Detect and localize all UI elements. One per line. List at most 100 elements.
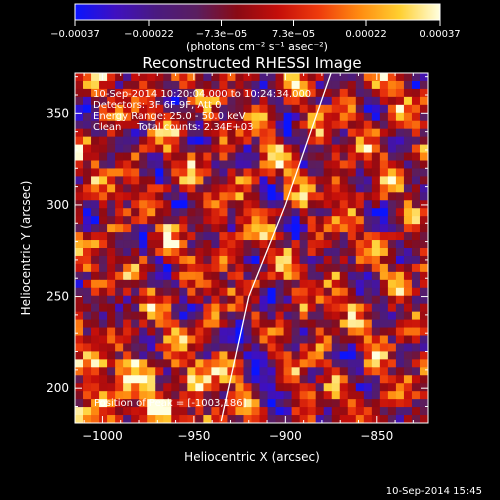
heatmap-cell — [179, 208, 188, 217]
heatmap-cell — [171, 224, 180, 233]
heatmap-cell — [315, 200, 325, 209]
heatmap-cell — [203, 88, 212, 98]
heatmap-cell — [251, 279, 261, 289]
heatmap-cell — [379, 383, 389, 392]
heatmap-cell — [291, 160, 301, 170]
heatmap-cell — [131, 176, 140, 185]
heatmap-cell — [371, 399, 381, 408]
heatmap-cell — [315, 128, 325, 138]
heatmap-cell — [107, 375, 116, 384]
heatmap-cell — [363, 335, 373, 345]
heatmap-cell — [243, 184, 253, 193]
heatmap-cell — [171, 383, 180, 392]
heatmap-cell — [323, 184, 333, 193]
heatmap-cell — [267, 200, 277, 209]
heatmap-cell — [339, 295, 349, 305]
heatmap-cell — [355, 200, 365, 209]
heatmap-cell — [323, 80, 333, 90]
heatmap-cell — [387, 112, 397, 122]
heatmap-cell — [227, 279, 237, 289]
heatmap-cell — [235, 271, 245, 281]
heatmap-cell — [75, 383, 84, 392]
heatmap-cell — [355, 168, 365, 177]
heatmap-cell — [131, 295, 140, 305]
heatmap-cell — [91, 168, 100, 177]
heatmap-cell — [339, 255, 349, 265]
heatmap-cell — [331, 407, 341, 416]
heatmap-cell — [227, 104, 237, 114]
heatmap-cell — [211, 192, 221, 201]
heatmap-cell — [147, 279, 156, 289]
heatmap-cell — [243, 375, 253, 384]
heatmap-cell — [275, 391, 285, 400]
heatmap-cell — [75, 311, 84, 321]
heatmap-cell — [347, 208, 357, 217]
heatmap-cell — [315, 343, 325, 352]
heatmap-cell — [419, 295, 428, 305]
heatmap-cell — [267, 255, 277, 265]
heatmap-cell — [371, 96, 381, 106]
heatmap-cell — [99, 176, 108, 185]
heatmap-cell — [403, 311, 413, 321]
heatmap-cell — [419, 168, 428, 177]
heatmap-cell — [323, 391, 333, 400]
heatmap-cell — [163, 351, 172, 360]
colorbar-tick-label: −7.3e−05 — [196, 29, 248, 40]
heatmap-cell — [75, 263, 84, 273]
heatmap-cell — [291, 96, 301, 106]
heatmap-cell — [403, 248, 413, 257]
heatmap-cell — [323, 383, 333, 392]
heatmap-cell — [115, 263, 124, 273]
heatmap-cell — [115, 184, 124, 193]
heatmap-cell — [227, 128, 237, 138]
heatmap-cell — [419, 73, 428, 82]
heatmap-cell — [227, 351, 237, 360]
heatmap-cell — [123, 232, 132, 241]
heatmap-cell — [395, 80, 405, 90]
heatmap-cell — [419, 152, 428, 162]
heatmap-cell — [259, 104, 269, 114]
heatmap-cell — [331, 287, 341, 297]
heatmap-cell — [259, 176, 269, 185]
heatmap-cell — [307, 216, 317, 225]
heatmap-cell — [291, 120, 301, 130]
heatmap-cell — [299, 407, 309, 416]
heatmap-cell — [267, 208, 277, 217]
heatmap-cell — [315, 319, 325, 329]
heatmap-cell — [195, 112, 204, 122]
heatmap-cell — [339, 240, 349, 249]
heatmap-cell — [171, 168, 180, 177]
heatmap-cell — [275, 128, 285, 138]
heatmap-cell — [107, 168, 116, 177]
heatmap-cell — [339, 335, 349, 345]
heatmap-cell — [347, 263, 357, 273]
heatmap-cell — [331, 327, 341, 337]
heatmap-cell — [227, 112, 237, 122]
heatmap-cell — [227, 303, 237, 313]
heatmap-cell — [267, 168, 277, 177]
heatmap-cell — [363, 136, 373, 146]
heatmap-cell — [387, 319, 397, 329]
heatmap-cell — [251, 208, 261, 217]
heatmap-cell — [91, 232, 100, 241]
heatmap-cell — [323, 88, 333, 98]
heatmap-cell — [315, 311, 325, 321]
heatmap-cell — [123, 216, 132, 225]
heatmap-cell — [163, 112, 172, 122]
heatmap-cell — [131, 375, 140, 384]
heatmap-cell — [275, 367, 285, 376]
heatmap-cell — [75, 279, 84, 289]
heatmap-cell — [187, 303, 196, 313]
heatmap-cell — [179, 144, 188, 154]
heatmap-cell — [331, 343, 341, 352]
heatmap-cell — [179, 255, 188, 265]
heatmap-cell — [371, 311, 381, 321]
heatmap-cell — [283, 160, 293, 170]
heatmap-cell — [179, 399, 188, 408]
heatmap-cell — [371, 383, 381, 392]
heatmap-cell — [171, 112, 180, 122]
heatmap-cell — [203, 128, 212, 138]
heatmap-cell — [395, 335, 405, 345]
heatmap-cell — [115, 120, 124, 130]
heatmap-cell — [91, 160, 100, 170]
